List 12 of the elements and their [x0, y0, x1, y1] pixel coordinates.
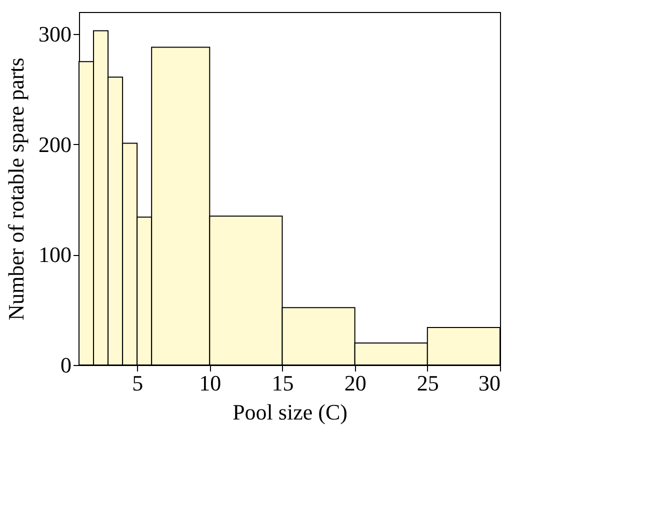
x-tick-label: 20 [344, 370, 366, 396]
y-tick-label: 0 [60, 352, 72, 378]
x-tick-label: 15 [272, 370, 294, 396]
y-tick-label: 100 [38, 242, 72, 268]
x-tick-label: 10 [199, 370, 222, 396]
x-tick-label: 30 [478, 370, 500, 396]
x-axis-title: Pool size (C) [232, 400, 348, 424]
x-tick-label: 25 [416, 370, 439, 396]
y-axis-title: Number of rotable spare parts [4, 58, 28, 320]
y-tick-label: 200 [38, 132, 72, 157]
x-tick-label: 5 [132, 370, 144, 396]
y-tick-label: 300 [38, 22, 72, 47]
